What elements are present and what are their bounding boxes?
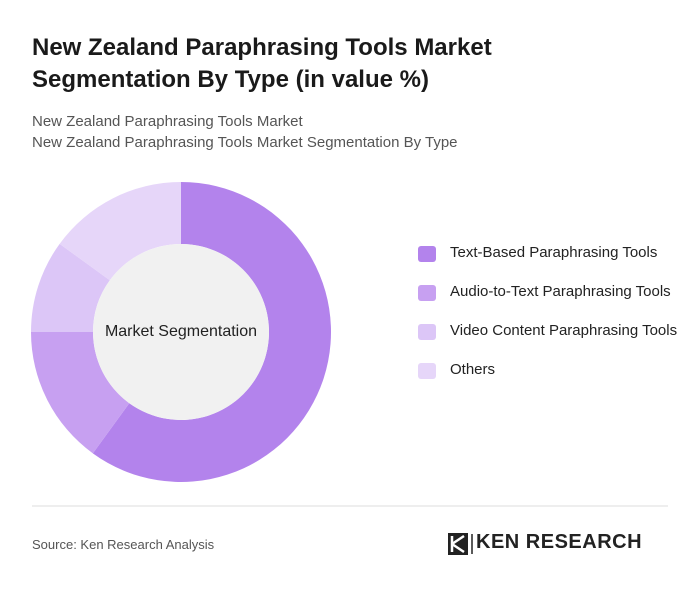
donut-hole [93, 244, 269, 420]
legend-item: Audio-to-Text Paraphrasing Tools [418, 281, 678, 303]
legend-item: Video Content Paraphrasing Tools [418, 320, 678, 342]
legend: Text-Based Paraphrasing Tools Audio-to-Te… [418, 242, 678, 381]
legend-swatch [418, 324, 436, 340]
donut-segment [31, 332, 130, 454]
subtitle: New Zealand Paraphrasing Tools Market Se… [32, 134, 458, 151]
legend-label: Audio-to-Text Paraphrasing Tools [450, 283, 671, 300]
donut-segment [59, 182, 182, 281]
legend-label: Text-Based Paraphrasing Tools [450, 244, 658, 261]
legend-item: Others [418, 359, 678, 381]
legend-label: Others [450, 361, 496, 378]
center-label: Market Segmentation [105, 323, 257, 340]
donut-segment [31, 243, 110, 332]
legend-swatch [418, 363, 436, 379]
source: Source: Ken Research Analysis [32, 537, 215, 552]
logo-icon-mark [450, 534, 465, 554]
legend-swatch [418, 246, 436, 262]
legend-swatch [418, 285, 436, 301]
donut-segment [92, 182, 332, 482]
legend-label: Video Content Paraphrasing Tools [450, 322, 678, 339]
legend-item: Text-Based Paraphrasing Tools [418, 242, 678, 264]
logo-text: KEN RESEARCH [476, 531, 643, 553]
subtitle: New Zealand Paraphrasing Tools Market [32, 113, 303, 130]
chart-title: New Zealand Paraphrasing Tools Market Se… [32, 34, 492, 93]
